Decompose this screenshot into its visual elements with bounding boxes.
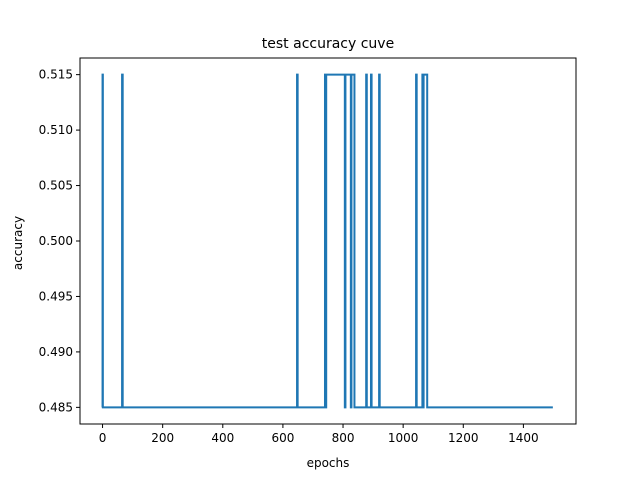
x-tick-label: 1200 [448,431,479,445]
y-tick-label: 0.515 [39,68,73,82]
y-axis-label: accuracy [11,216,25,270]
y-tick-label: 0.510 [39,123,73,137]
chart-title: test accuracy cuve [262,36,394,52]
x-axis-label: epochs [307,456,350,470]
x-tick-label: 400 [211,431,234,445]
y-tick-label: 0.505 [39,179,73,193]
x-tick-label: 1000 [388,431,419,445]
y-axis: 0.485 0.490 0.495 0.500 0.505 0.510 0.515 [39,68,80,414]
y-tick-label: 0.485 [39,400,73,414]
x-tick-label: 200 [151,431,174,445]
x-tick-label: 600 [271,431,294,445]
y-tick-label: 0.500 [39,234,73,248]
plot-area [101,73,553,409]
x-tick-label: 1400 [508,431,539,445]
axes-frame [79,57,577,425]
x-tick-label: 0 [99,431,107,445]
x-tick-label: 800 [332,431,355,445]
y-tick-label: 0.495 [39,289,73,303]
x-axis: 0 200 400 600 800 1000 1200 1400 [99,424,539,445]
series-line [101,73,553,409]
y-tick-label: 0.490 [39,345,73,359]
